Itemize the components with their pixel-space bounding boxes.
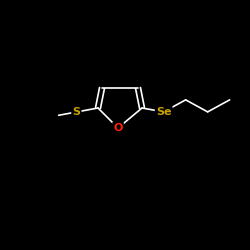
Text: Se: Se: [156, 107, 172, 117]
Text: O: O: [113, 123, 123, 133]
Text: S: S: [72, 107, 80, 117]
